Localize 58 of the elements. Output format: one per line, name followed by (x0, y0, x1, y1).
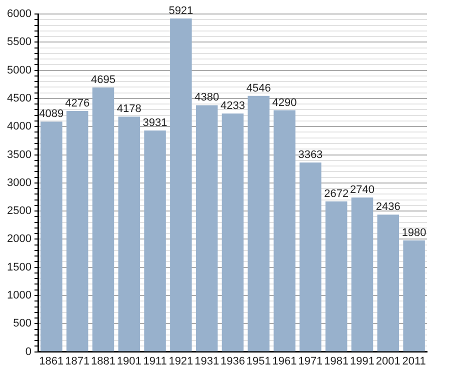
data-label: 3363 (298, 148, 323, 161)
data-label: 4233 (220, 100, 245, 112)
x-tick-label: 1861 (39, 355, 64, 368)
data-label: 4380 (194, 92, 220, 104)
bar (92, 87, 114, 352)
data-label: 4695 (90, 74, 116, 86)
bar (222, 113, 244, 352)
y-tick-label: 0 (25, 346, 32, 358)
x-tick-label: 1931 (194, 355, 220, 368)
bar (377, 214, 400, 352)
data-label: 2436 (376, 201, 400, 214)
bar (325, 201, 348, 352)
y-tick-label: 2000 (6, 233, 32, 246)
data-label: 4178 (116, 103, 142, 116)
bar (300, 162, 322, 352)
x-tick-label: 1881 (90, 355, 116, 368)
bar (66, 111, 88, 352)
x-tick-label: 1991 (350, 355, 374, 368)
data-label: 2740 (350, 184, 374, 196)
bar (403, 240, 425, 352)
x-tick-label: 2011 (402, 355, 426, 368)
y-tick-label: 2500 (6, 205, 32, 218)
bar (196, 105, 218, 352)
x-tick-label: 1961 (272, 355, 297, 368)
bar (274, 110, 296, 352)
x-tick-label: 1936 (220, 355, 245, 368)
bar (144, 130, 166, 352)
x-tick-label: 1871 (65, 355, 90, 368)
x-tick-label: 2001 (376, 355, 400, 368)
data-label: 5921 (168, 4, 194, 17)
x-tick-label: 1981 (324, 355, 349, 368)
x-tick-label: 1911 (143, 355, 167, 368)
y-tick-label: 4000 (6, 120, 32, 133)
y-tick-label: 5000 (6, 64, 32, 76)
bar (40, 122, 62, 352)
data-label: 2672 (324, 188, 349, 200)
y-tick-label: 3500 (6, 148, 32, 161)
data-label: 4276 (65, 98, 90, 110)
y-tick-label: 4500 (6, 92, 32, 104)
data-label: 4290 (272, 96, 297, 109)
bar (351, 198, 374, 352)
y-tick-label: 1500 (6, 261, 32, 274)
y-tick-label: 3000 (6, 176, 32, 189)
bar (248, 96, 270, 352)
x-tick-label: 1971 (298, 355, 323, 368)
x-tick-label: 1901 (116, 355, 142, 368)
y-tick-label: 5500 (6, 36, 32, 48)
data-label: 1980 (402, 226, 426, 239)
data-label: 4089 (39, 108, 64, 120)
x-tick-label: 1921 (168, 355, 194, 368)
y-tick-label: 6000 (6, 8, 32, 20)
bar (118, 116, 140, 352)
y-tick-label: 500 (13, 318, 32, 330)
data-label: 3931 (142, 117, 168, 130)
x-tick-label: 1951 (246, 355, 271, 368)
data-label: 4546 (246, 82, 271, 94)
bar (170, 18, 192, 352)
y-tick-label: 1000 (6, 290, 32, 302)
